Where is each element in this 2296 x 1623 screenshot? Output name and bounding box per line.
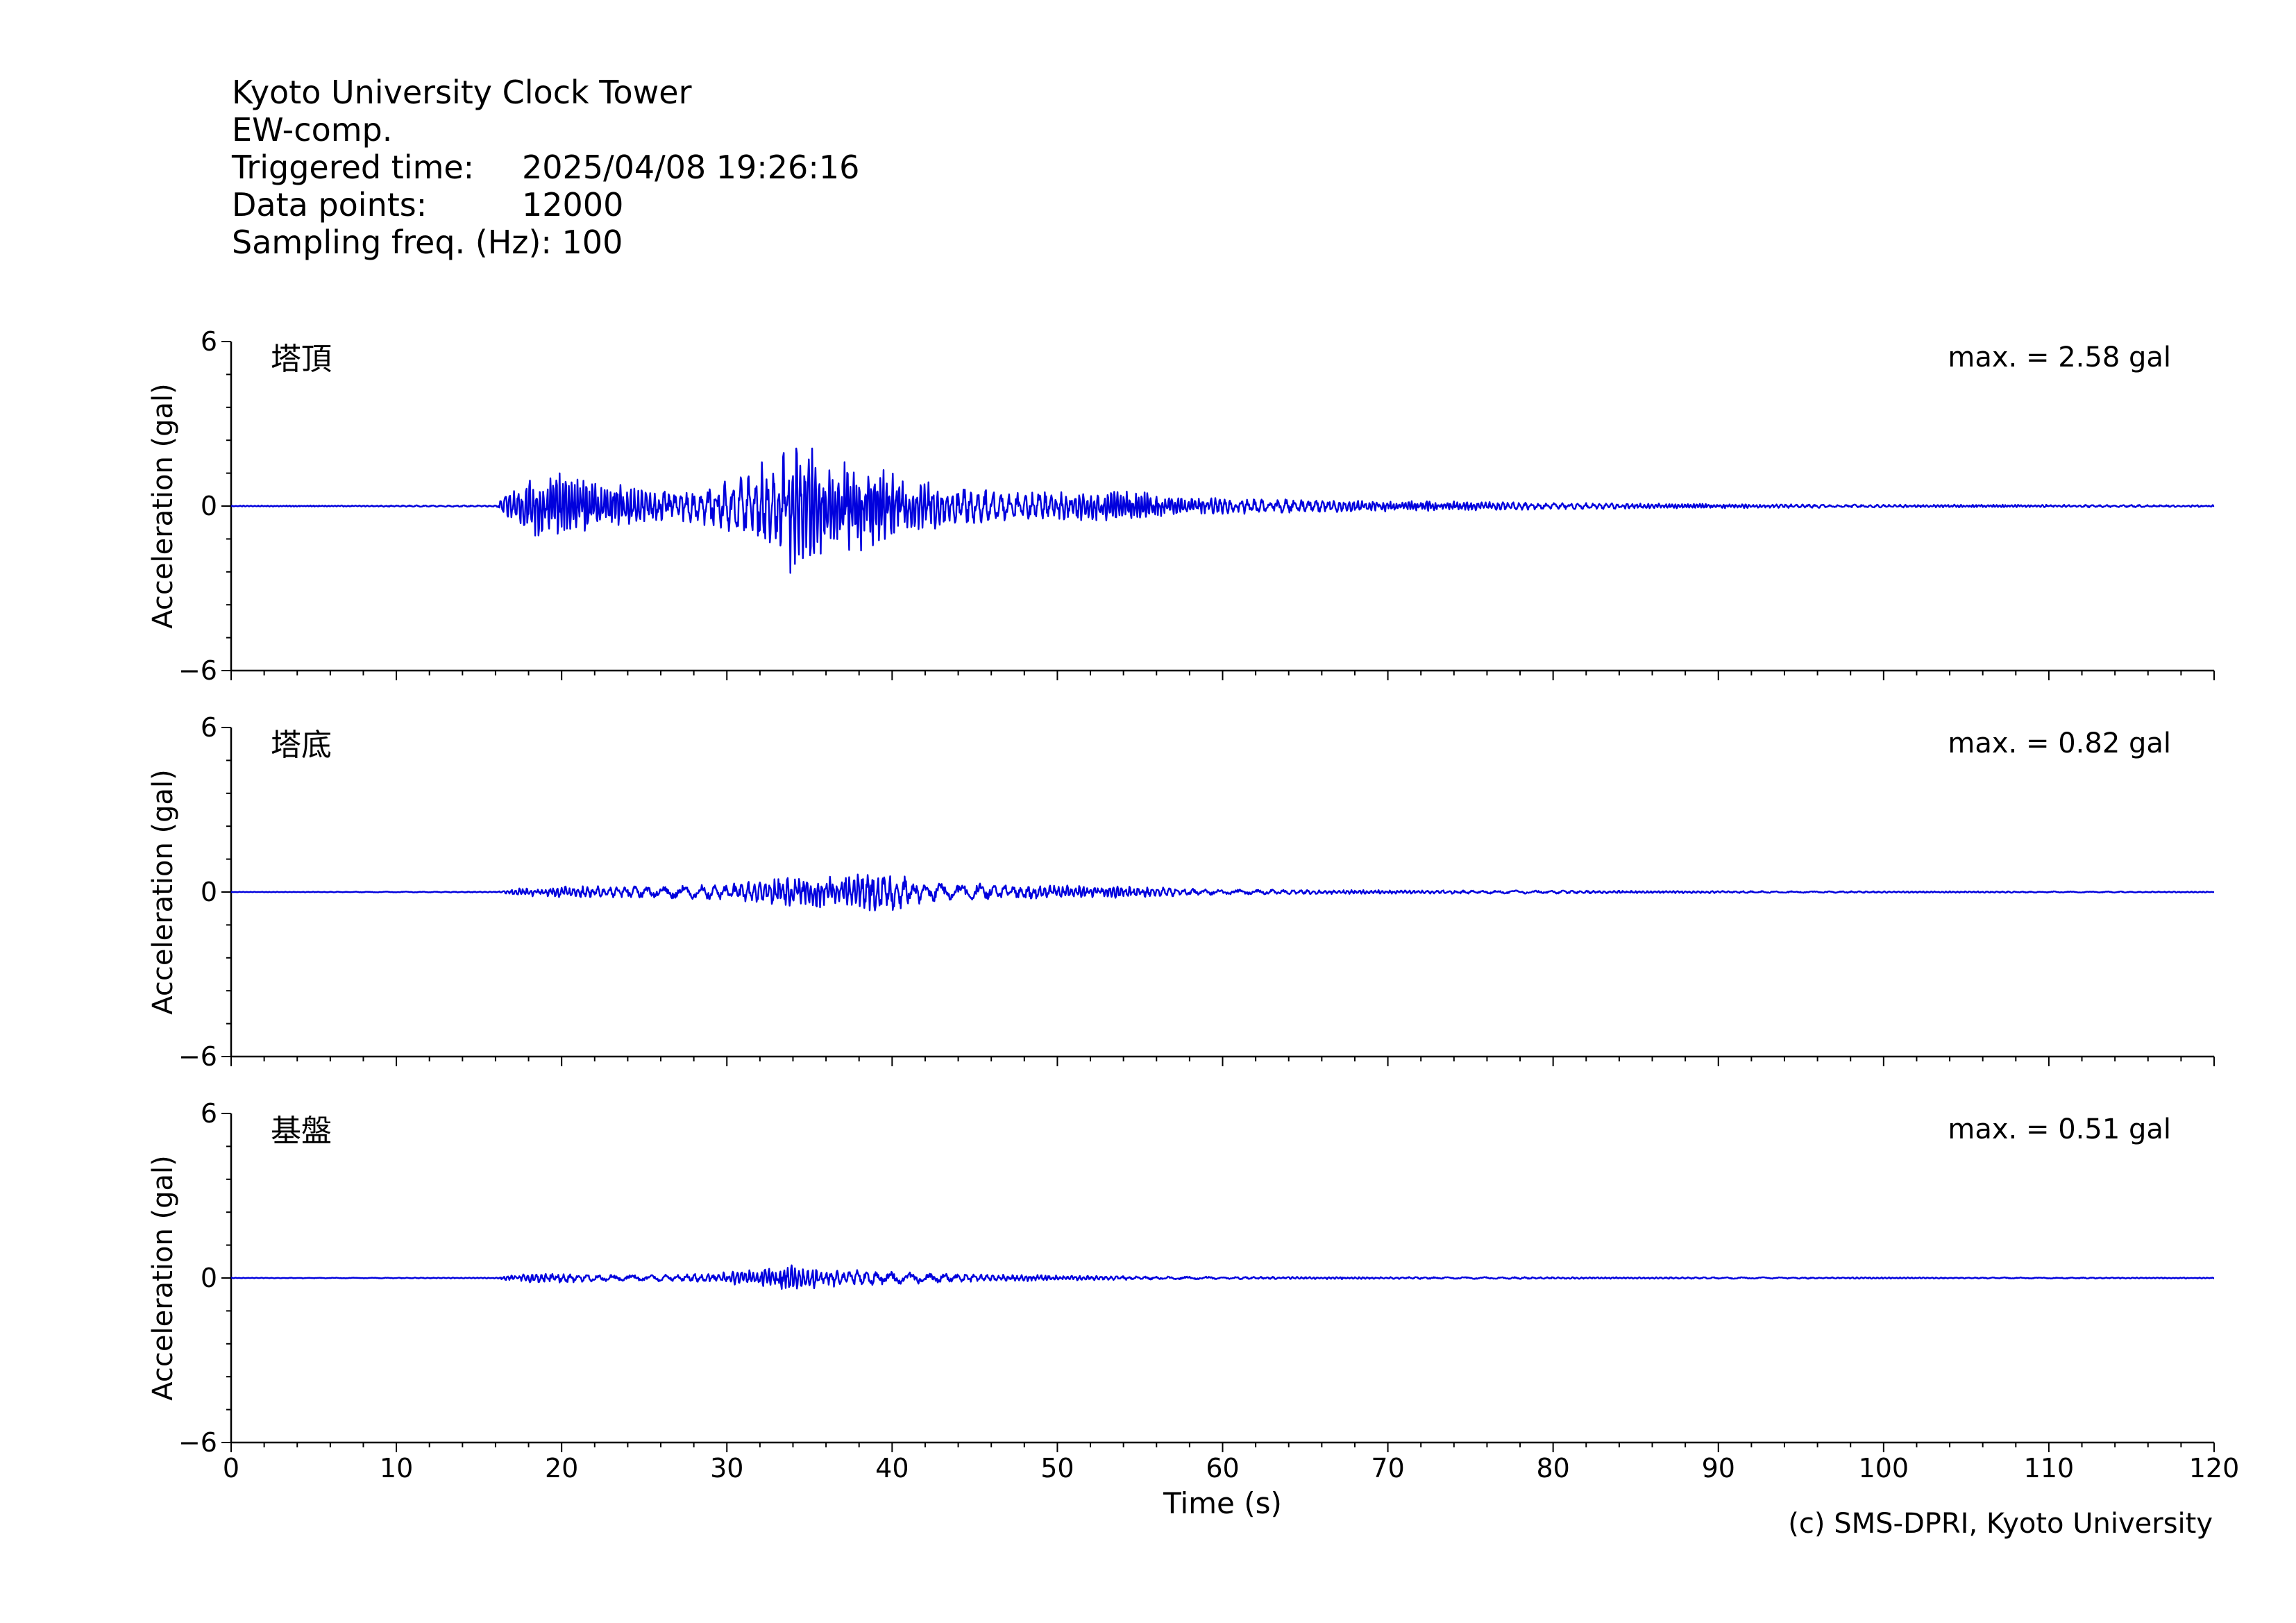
series-line — [230, 873, 2215, 911]
triggered-time-value: 2025/04/08 19:26:16 — [522, 149, 860, 186]
max-label: max. = 2.58 gal — [1948, 342, 2171, 373]
series-line — [230, 447, 2215, 574]
x-tick-label: 100 — [1859, 1453, 1909, 1483]
series-line — [230, 1264, 2215, 1290]
x-tick-label: 70 — [1371, 1453, 1404, 1483]
panel-title: 塔頂 — [271, 342, 332, 377]
panel-title: 基盤 — [271, 1113, 332, 1149]
data-points-value: 12000 — [522, 186, 624, 224]
panel-title: 塔底 — [271, 728, 332, 763]
x-tick-label: 110 — [2024, 1453, 2075, 1483]
y-tick-label: 6 — [201, 1098, 217, 1129]
x-axis-label: Time (s) — [1163, 1486, 1282, 1520]
y-tick-label: 0 — [201, 491, 217, 521]
component-label: EW-comp. — [232, 111, 393, 149]
y-axis-label: Acceleration (gal) — [147, 383, 179, 629]
x-tick-label: 60 — [1206, 1453, 1239, 1483]
sampling-freq-value: 100 — [562, 224, 623, 261]
triggered-time-label: Triggered time: — [232, 149, 475, 186]
y-tick-label: −6 — [178, 655, 217, 686]
y-tick-label: 0 — [201, 1263, 217, 1293]
record-header: Kyoto University Clock Tower EW-comp. Tr… — [232, 74, 859, 261]
sampling-freq-row: Sampling freq. (Hz): 100 — [232, 224, 859, 261]
max-label: max. = 0.51 gal — [1948, 1113, 2171, 1145]
data-points-row: Data points: 12000 — [232, 186, 859, 224]
x-tick-label: 40 — [875, 1453, 909, 1483]
x-tick-label: 80 — [1536, 1453, 1569, 1483]
y-tick-label: 6 — [201, 712, 217, 743]
x-tick-label: 120 — [2189, 1453, 2240, 1483]
station-name: Kyoto University Clock Tower — [232, 74, 692, 111]
y-tick-label: 6 — [201, 326, 217, 357]
triggered-time-row: Triggered time: 2025/04/08 19:26:16 — [232, 149, 859, 186]
y-tick-label: 0 — [201, 877, 217, 907]
x-tick-label: 20 — [545, 1453, 578, 1483]
copyright-notice: (c) SMS-DPRI, Kyoto University — [1788, 1508, 2213, 1540]
x-tick-label: 50 — [1040, 1453, 1074, 1483]
data-points-label: Data points: — [232, 186, 428, 224]
y-tick-label: −6 — [178, 1427, 217, 1458]
x-tick-label: 30 — [710, 1453, 743, 1483]
y-axis-label: Acceleration (gal) — [147, 1155, 179, 1401]
x-tick-label: 10 — [380, 1453, 413, 1483]
max-label: max. = 0.82 gal — [1948, 728, 2171, 759]
y-axis-label: Acceleration (gal) — [147, 769, 179, 1015]
x-tick-label: 90 — [1702, 1453, 1735, 1483]
y-tick-label: −6 — [178, 1041, 217, 1072]
sampling-freq-label: Sampling freq. (Hz): — [232, 224, 552, 261]
x-tick-label: 0 — [223, 1453, 239, 1483]
